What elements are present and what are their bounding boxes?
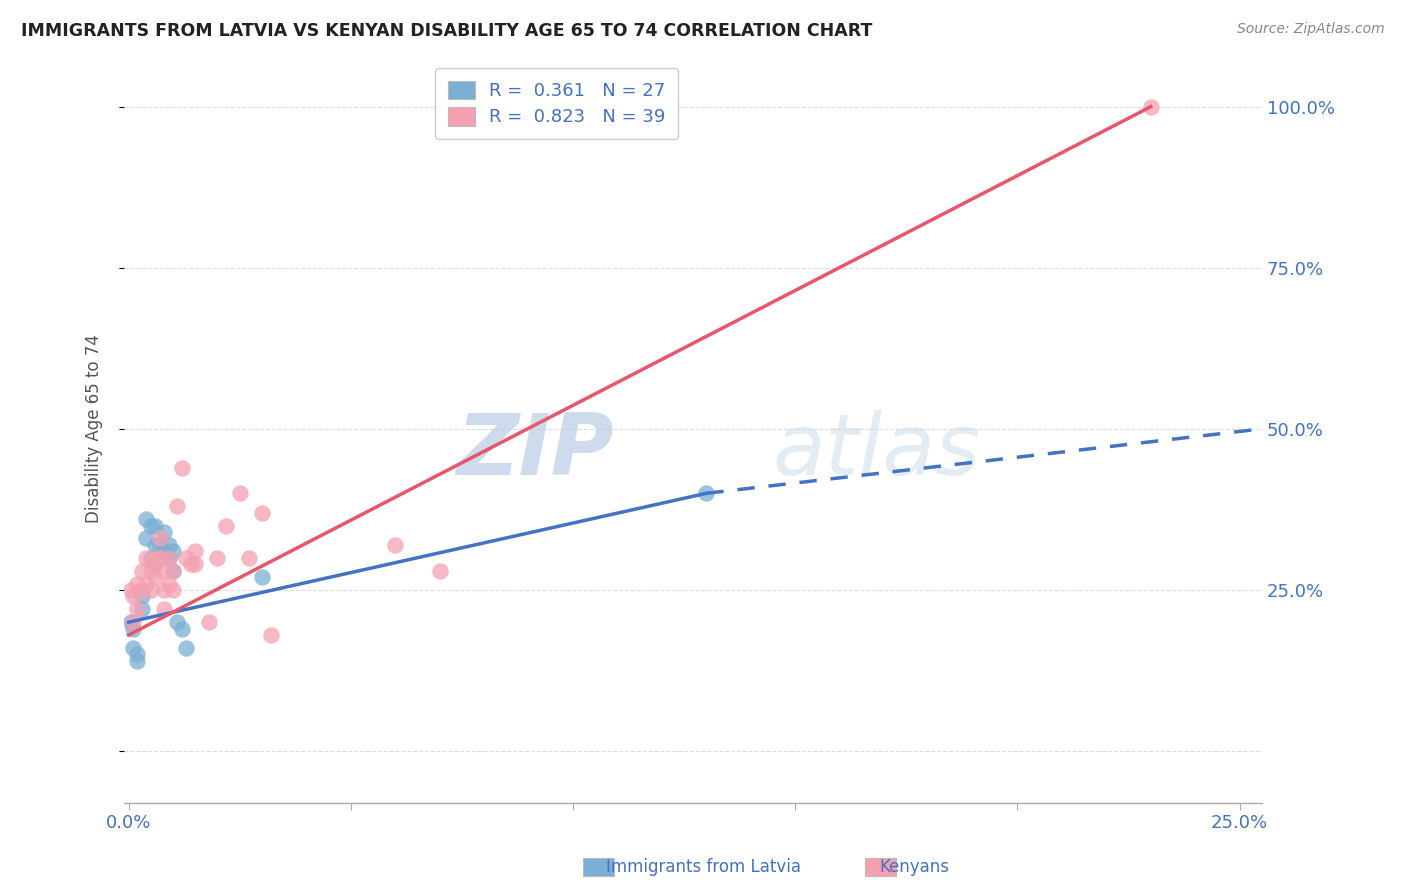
Point [170, 460, 193, 475]
Point [215, 518, 238, 533]
Point [429, 564, 451, 578]
Text: atlas: atlas [773, 409, 980, 492]
Text: Kenyans: Kenyans [879, 858, 949, 876]
Point [197, 615, 219, 630]
Point [384, 538, 406, 552]
Point [166, 499, 188, 513]
Point [153, 582, 176, 597]
Text: ZIP: ZIP [456, 409, 613, 492]
Point [184, 557, 207, 571]
Point [143, 518, 166, 533]
Point [127, 576, 149, 591]
Point [131, 602, 153, 616]
Point [176, 550, 198, 565]
Point [176, 640, 198, 655]
Point [135, 550, 157, 565]
Y-axis label: Disability Age 65 to 74: Disability Age 65 to 74 [86, 334, 103, 524]
Point [153, 544, 176, 558]
Point [143, 538, 166, 552]
Point [143, 557, 166, 571]
Point [135, 576, 157, 591]
Point [149, 532, 172, 546]
Point [170, 622, 193, 636]
Point [139, 518, 162, 533]
Point [250, 506, 273, 520]
Point [153, 524, 176, 539]
Point [131, 590, 153, 604]
Point [157, 576, 180, 591]
Point [131, 564, 153, 578]
Point [131, 582, 153, 597]
Text: Source: ZipAtlas.com: Source: ZipAtlas.com [1237, 22, 1385, 37]
Point [207, 550, 229, 565]
Point [180, 557, 202, 571]
Point [127, 648, 149, 662]
Text: Immigrants from Latvia: Immigrants from Latvia [606, 858, 800, 876]
Point [695, 486, 717, 500]
Point [122, 640, 145, 655]
Point [153, 564, 176, 578]
Point [122, 615, 145, 630]
Point [157, 550, 180, 565]
Point [162, 564, 184, 578]
Text: IMMIGRANTS FROM LATVIA VS KENYAN DISABILITY AGE 65 TO 74 CORRELATION CHART: IMMIGRANTS FROM LATVIA VS KENYAN DISABIL… [21, 22, 873, 40]
Point [143, 550, 166, 565]
Point [157, 538, 180, 552]
Point [260, 628, 283, 642]
Point [166, 615, 188, 630]
Point [139, 564, 162, 578]
Point [127, 602, 149, 616]
Point [143, 570, 166, 584]
Point [135, 512, 157, 526]
Point [127, 654, 149, 668]
Point [122, 622, 145, 636]
Point [228, 486, 250, 500]
Point [162, 582, 184, 597]
Legend: R =  0.361   N = 27, R =  0.823   N = 39: R = 0.361 N = 27, R = 0.823 N = 39 [434, 68, 678, 139]
Point [157, 550, 180, 565]
Point [250, 570, 273, 584]
Point [184, 544, 207, 558]
Point [120, 615, 142, 630]
Point [149, 538, 172, 552]
Point [139, 582, 162, 597]
Point [135, 532, 157, 546]
Point [120, 582, 142, 597]
Point [162, 544, 184, 558]
Point [143, 557, 166, 571]
Point [162, 564, 184, 578]
Point [122, 590, 145, 604]
Point [149, 550, 172, 565]
Point [1139, 100, 1161, 114]
Point [153, 602, 176, 616]
Point [238, 550, 260, 565]
Point [139, 550, 162, 565]
Point [149, 550, 172, 565]
